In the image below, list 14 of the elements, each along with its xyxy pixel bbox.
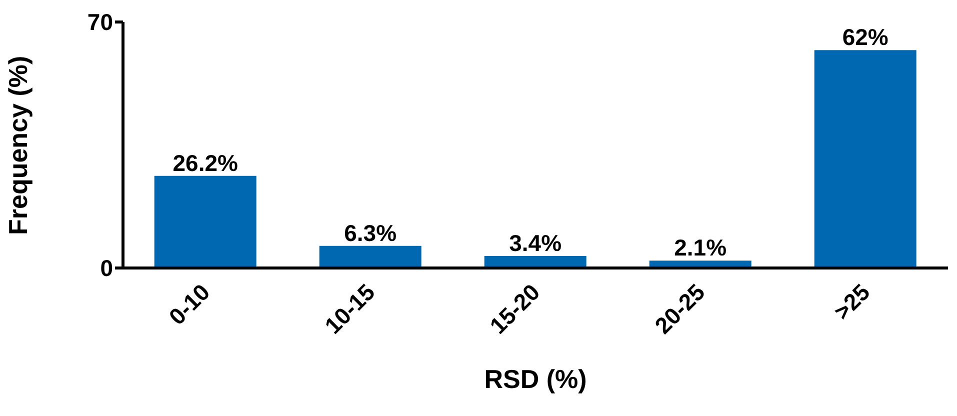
x-tick-label: 0-10 <box>164 278 215 330</box>
bar <box>154 176 256 268</box>
x-tick-label: >25 <box>828 278 875 325</box>
data-label: 62% <box>842 24 888 50</box>
y-tick-label: 0 <box>100 255 113 282</box>
bar <box>814 50 916 268</box>
data-label: 2.1% <box>674 234 727 261</box>
data-label: 3.4% <box>509 230 562 256</box>
y-axis-title: Frequency (%) <box>3 56 34 235</box>
bar <box>319 246 422 268</box>
data-label: 6.3% <box>344 220 397 246</box>
x-axis-title: RSD (%) <box>484 364 587 394</box>
data-label: 26.2% <box>172 150 238 176</box>
y-tick-label: 70 <box>87 9 113 36</box>
